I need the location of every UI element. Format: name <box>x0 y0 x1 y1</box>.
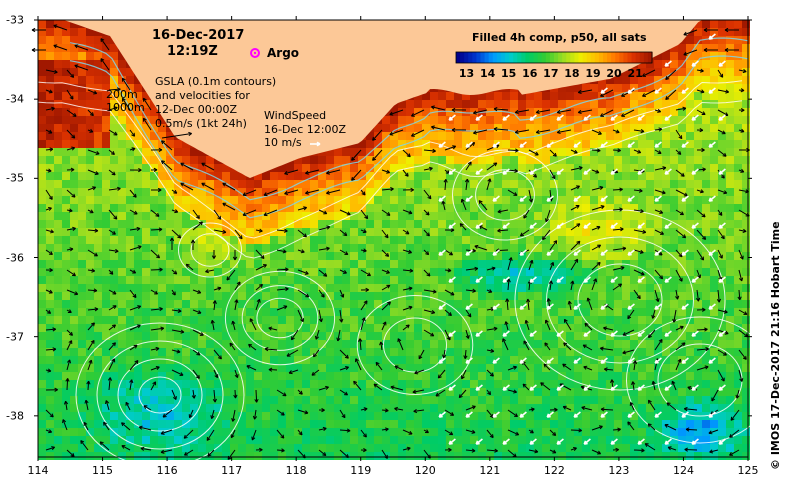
lat-tick-label: -33 <box>6 13 24 27</box>
argo-marker <box>250 48 260 58</box>
gsla-contour <box>241 285 319 351</box>
colorbar-tick: 21 <box>627 67 643 80</box>
gsla-contour <box>138 376 182 414</box>
colorbar <box>455 51 653 64</box>
colorbar-tick: 20 <box>606 67 622 80</box>
gsla-contour <box>96 340 224 450</box>
wind-arrows <box>438 33 726 445</box>
lon-tick-label: 119 <box>350 464 372 477</box>
lon-tick-label: 121 <box>479 464 501 477</box>
gsla-contour <box>75 322 245 468</box>
velocity-arrows <box>31 24 750 460</box>
gsla-contour <box>256 297 304 339</box>
lat-tick-label: -34 <box>6 92 24 106</box>
gsla-contour <box>190 233 230 267</box>
lon-tick-label: 122 <box>543 464 565 477</box>
argo-label: Argo <box>267 46 300 60</box>
lon-tick-label: 125 <box>737 464 759 477</box>
colorbar-tick: 19 <box>585 67 601 80</box>
gsla-contour <box>37 100 743 259</box>
gsla-line-1: GSLA (0.1m contours) <box>155 75 277 88</box>
gsla-contour <box>514 209 726 391</box>
imos-credit: © IMOS 17-Dec-2017 21:16 Hobart Time <box>769 221 782 470</box>
gsla-contour <box>356 295 474 395</box>
lat-tick-label: -38 <box>6 409 24 423</box>
wind-line-3: 10 m/s <box>264 136 302 149</box>
gsla-contour <box>224 270 336 366</box>
colorbar-tick: 15 <box>501 67 517 80</box>
plot-frame <box>37 19 749 458</box>
lat-tick-label: -36 <box>6 251 24 264</box>
colorbar-tick: 16 <box>522 67 538 80</box>
gsla-contour <box>546 236 694 364</box>
gsla-contour <box>577 263 663 337</box>
isobath-1000m <box>69 55 749 219</box>
lon-tick-label: 123 <box>608 464 630 477</box>
wind-line-2: 16-Dec 12:00Z <box>264 123 346 136</box>
gsla-contour <box>452 149 558 241</box>
gsla-line-4: 0.5m/s (1kt 24h) <box>155 117 247 130</box>
lon-tick-label: 115 <box>92 464 114 477</box>
legend-title: Filled 4h comp, p50, all sats <box>472 31 647 44</box>
colorbar-tick: 13 <box>458 67 475 80</box>
map-time: 12:19Z <box>167 44 218 59</box>
gsla-contour <box>37 80 743 239</box>
gsla-contour <box>475 169 535 221</box>
lon-tick-label: 118 <box>285 464 307 477</box>
gsla-line-2: and velocities for <box>155 89 250 102</box>
lat-tick-label: -35 <box>6 171 24 185</box>
gsla-contour <box>626 316 774 444</box>
gsla-contour <box>117 358 203 432</box>
lon-tick-label: 120 <box>414 464 436 477</box>
wind-line-1: WindSpeed <box>264 109 327 122</box>
lon-tick-label: 116 <box>156 464 178 477</box>
lon-tick-label: 114 <box>27 464 49 477</box>
contour-1000m-label: 1000m <box>106 101 145 114</box>
lon-tick-label: 117 <box>221 464 243 477</box>
lon-tick-label: 124 <box>672 464 694 477</box>
colorbar-tick: 18 <box>564 67 580 80</box>
colorbar-tick: 14 <box>479 67 496 80</box>
contour-200m-label: 200m <box>106 88 138 101</box>
gsla-contour <box>383 317 447 373</box>
map-date: 16-Dec-2017 <box>152 28 245 43</box>
gsla-line-3: 12-Dec 00:00Z <box>155 103 237 116</box>
colorbar-tick: 17 <box>543 67 559 80</box>
lat-tick-label: -37 <box>6 330 24 344</box>
gsla-contour <box>178 222 242 278</box>
